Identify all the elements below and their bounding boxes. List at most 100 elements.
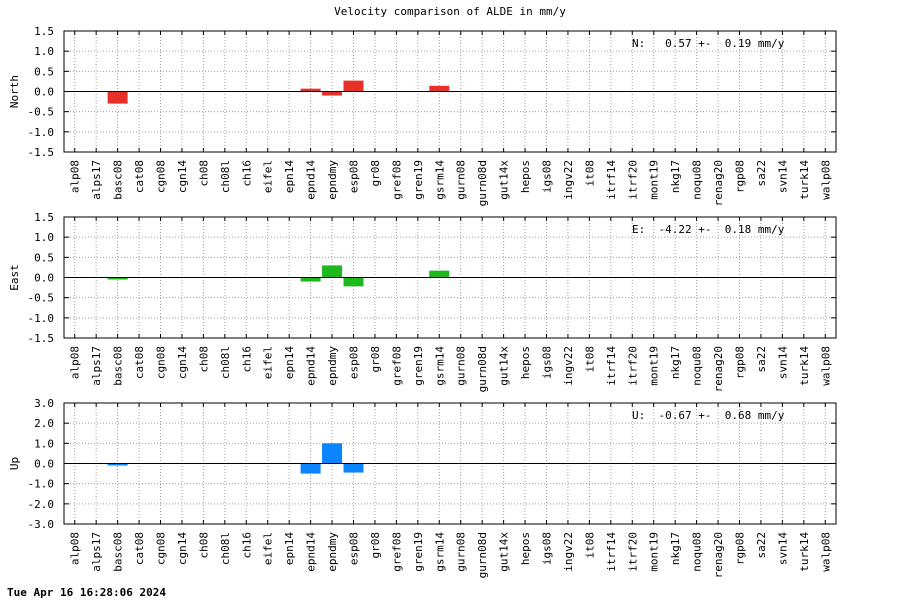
- x-tick-label: gurn08: [455, 532, 468, 572]
- x-tick-label: igs08: [541, 160, 554, 193]
- x-tick-label: rgp08: [734, 346, 747, 379]
- y-tick-label: 0.0: [34, 272, 54, 285]
- x-tick-label: alps17: [90, 346, 103, 386]
- y-tick-label: -3.0: [28, 518, 55, 531]
- x-tick-label: gurn08: [455, 346, 468, 386]
- y-tick-label: 1.0: [34, 231, 54, 244]
- x-tick-label: ch08l: [219, 160, 232, 193]
- x-tick-label: gref08: [390, 160, 403, 200]
- bar: [300, 88, 321, 92]
- bar: [107, 91, 128, 104]
- bar: [300, 463, 321, 474]
- y-tick-label: -1.0: [28, 312, 55, 325]
- x-tick-label: alps17: [90, 160, 103, 200]
- x-tick-label: alps17: [90, 532, 103, 572]
- x-tick-label: esp08: [348, 346, 361, 379]
- x-tick-label: itrf20: [626, 160, 639, 200]
- x-tick-label: hepos: [519, 532, 532, 565]
- x-tick-label: gr08: [369, 160, 382, 187]
- panel-east: 1.5 1.0 0.5 0.0 -0.5 -1.0 -1.5 alp08 alps17 basc0…: [8, 211, 837, 392]
- x-tick-label: cgn08: [155, 346, 168, 379]
- stats-annotation: U: -0.67 +- 0.68 mm/y: [632, 409, 785, 422]
- y-tick-label: 0.0: [34, 458, 54, 471]
- bar: [343, 80, 364, 92]
- y-tick-label: 1.5: [34, 25, 54, 38]
- x-tick-label: igs08: [541, 532, 554, 565]
- x-tick-label: gren19: [412, 532, 425, 572]
- x-tick-label: cat08: [133, 346, 146, 379]
- y-tick-label: 1.0: [34, 437, 54, 450]
- bar: [343, 277, 364, 287]
- x-tick-label: cat08: [133, 532, 146, 565]
- bar: [300, 277, 321, 282]
- x-tick-label: epndmy: [326, 160, 339, 200]
- x-tick-label: cat08: [133, 160, 146, 193]
- x-tick-label: basc08: [112, 346, 125, 386]
- x-tick-label: itrf20: [626, 532, 639, 572]
- x-tick-label: itrf14: [605, 346, 618, 386]
- x-tick-label: basc08: [112, 532, 125, 572]
- x-tick-label: it08: [583, 346, 596, 373]
- x-tick-label: ingv22: [562, 346, 575, 386]
- x-tick-label: noqu08: [691, 346, 704, 386]
- y-tick-label: 1.0: [34, 45, 54, 58]
- bar: [322, 265, 343, 278]
- x-tick-label: epnd14: [305, 532, 318, 572]
- x-tick-label: epn14: [283, 346, 296, 379]
- x-tick-label: mont19: [648, 346, 661, 386]
- x-tick-label: turk14: [798, 160, 811, 200]
- y-axis-label: East: [8, 264, 21, 291]
- x-tick-label: turk14: [798, 532, 811, 572]
- x-tick-label: itrf14: [605, 160, 618, 200]
- x-tick-label: sa22: [755, 346, 768, 373]
- plot-frame: [63, 30, 837, 153]
- x-tick-label: cgn08: [155, 160, 168, 193]
- x-tick-label: epnd14: [305, 160, 318, 200]
- x-tick-label: turk14: [798, 346, 811, 386]
- x-tick-label: renag20: [712, 346, 725, 392]
- x-tick-label: hepos: [519, 160, 532, 193]
- x-tick-label: cgn14: [176, 346, 189, 379]
- y-tick-label: -1.0: [28, 478, 55, 491]
- x-tick-label: noqu08: [691, 532, 704, 572]
- x-tick-label: it08: [583, 160, 596, 187]
- y-tick-label: 0.5: [34, 251, 54, 264]
- x-tick-label: esp08: [348, 532, 361, 565]
- x-tick-label: eifel: [262, 346, 275, 379]
- x-tick-label: epnd14: [305, 346, 318, 386]
- x-tick-label: gut14x: [498, 532, 511, 572]
- x-tick-label: gren19: [412, 160, 425, 200]
- x-tick-label: epndmy: [326, 532, 339, 572]
- x-tick-label: ch08: [197, 532, 210, 559]
- x-tick-label: nkg17: [669, 532, 682, 565]
- x-tick-label: ch16: [240, 160, 253, 187]
- x-tick-label: gurn08d: [476, 346, 489, 392]
- x-tick-label: walp08: [819, 160, 832, 200]
- y-axis-label: Up: [8, 457, 21, 470]
- x-tick-label: ingv22: [562, 532, 575, 572]
- x-tick-label: cgn14: [176, 532, 189, 565]
- x-tick-label: gref08: [390, 346, 403, 386]
- x-tick-label: it08: [583, 532, 596, 559]
- stats-annotation: E: -4.22 +- 0.18 mm/y: [632, 223, 785, 236]
- x-tick-label: walp08: [819, 532, 832, 572]
- x-tick-label: gurn08d: [476, 160, 489, 206]
- y-tick-label: -1.5: [28, 146, 55, 159]
- bar: [429, 270, 450, 278]
- x-tick-label: gut14x: [498, 160, 511, 200]
- x-tick-label: renag20: [712, 532, 725, 578]
- x-tick-label: gref08: [390, 532, 403, 572]
- x-tick-label: svn14: [776, 160, 789, 193]
- x-tick-label: sa22: [755, 160, 768, 187]
- x-tick-label: epn14: [283, 532, 296, 565]
- y-tick-label: -1.0: [28, 126, 55, 139]
- stats-annotation: N: 0.57 +- 0.19 mm/y: [632, 37, 785, 50]
- bar: [322, 91, 343, 96]
- x-tick-label: gurn08d: [476, 532, 489, 578]
- x-tick-label: rgp08: [734, 160, 747, 193]
- x-tick-label: ch08l: [219, 532, 232, 565]
- x-tick-label: gsrm14: [433, 160, 446, 200]
- y-tick-label: 2.0: [34, 417, 54, 430]
- y-tick-label: 0.0: [34, 86, 54, 99]
